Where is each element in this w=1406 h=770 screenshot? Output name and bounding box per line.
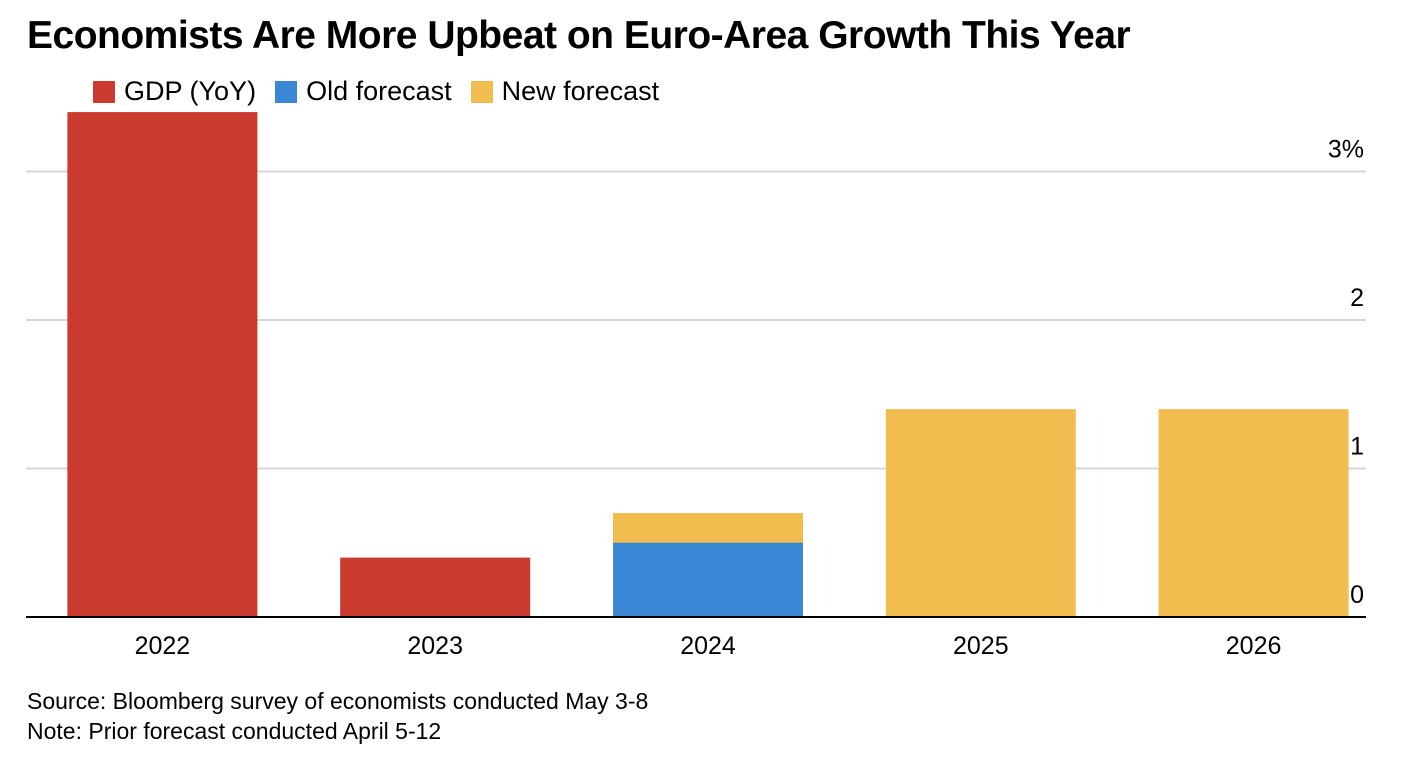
- legend-swatch-old-forecast: [275, 80, 298, 103]
- legend-swatch-new-forecast: [470, 80, 493, 103]
- legend-item-old-forecast: Old forecast: [275, 76, 452, 107]
- legend-swatch-gdp: [93, 80, 115, 103]
- prior-forecast-note: Note: Prior forecast conducted April 5-1…: [27, 718, 442, 744]
- legend-label-new-forecast: New forecast: [501, 76, 660, 106]
- x-tick-label-2024: 2024: [680, 632, 736, 660]
- bar-chart: 3% 2 1 0 2022 2023 2024 2025 2026: [26, 112, 1366, 660]
- y-tick-label-3: 3%: [1328, 136, 1364, 164]
- x-tick-label-2022: 2022: [135, 632, 191, 660]
- bar-new-forecast-2026: [1158, 409, 1349, 617]
- y-tick-label-1: 1: [1350, 433, 1364, 461]
- bar-gdp-yoy-2022: [67, 112, 258, 617]
- bars: [67, 112, 1349, 617]
- x-tick-label-2026: 2026: [1226, 632, 1282, 660]
- bar-gdp-yoy-2023: [340, 557, 531, 617]
- legend-label-old-forecast: Old forecast: [306, 76, 452, 106]
- bar-old-forecast-2024: [613, 542, 803, 617]
- chart-title: Economists Are More Upbeat on Euro-Area …: [27, 14, 1131, 57]
- x-tick-label-2023: 2023: [407, 632, 463, 660]
- y-tick-label-2: 2: [1350, 284, 1364, 312]
- legend-label-gdp: GDP (YoY): [124, 76, 257, 106]
- axes: 3% 2 1 0 2022 2023 2024 2025 2026: [26, 136, 1366, 660]
- legend-item-gdp: GDP (YoY): [93, 76, 256, 107]
- legend-item-new-forecast: New forecast: [470, 76, 660, 107]
- bar-new-forecast-2025: [885, 409, 1076, 617]
- source-note: Source: Bloomberg survey of economists c…: [27, 688, 649, 714]
- legend: GDP (YoY) Old forecast New forecast: [93, 76, 678, 107]
- x-tick-label-2025: 2025: [953, 632, 1009, 660]
- footer: Source: Bloomberg survey of economists c…: [27, 686, 648, 746]
- y-tick-label-0: 0: [1350, 581, 1364, 609]
